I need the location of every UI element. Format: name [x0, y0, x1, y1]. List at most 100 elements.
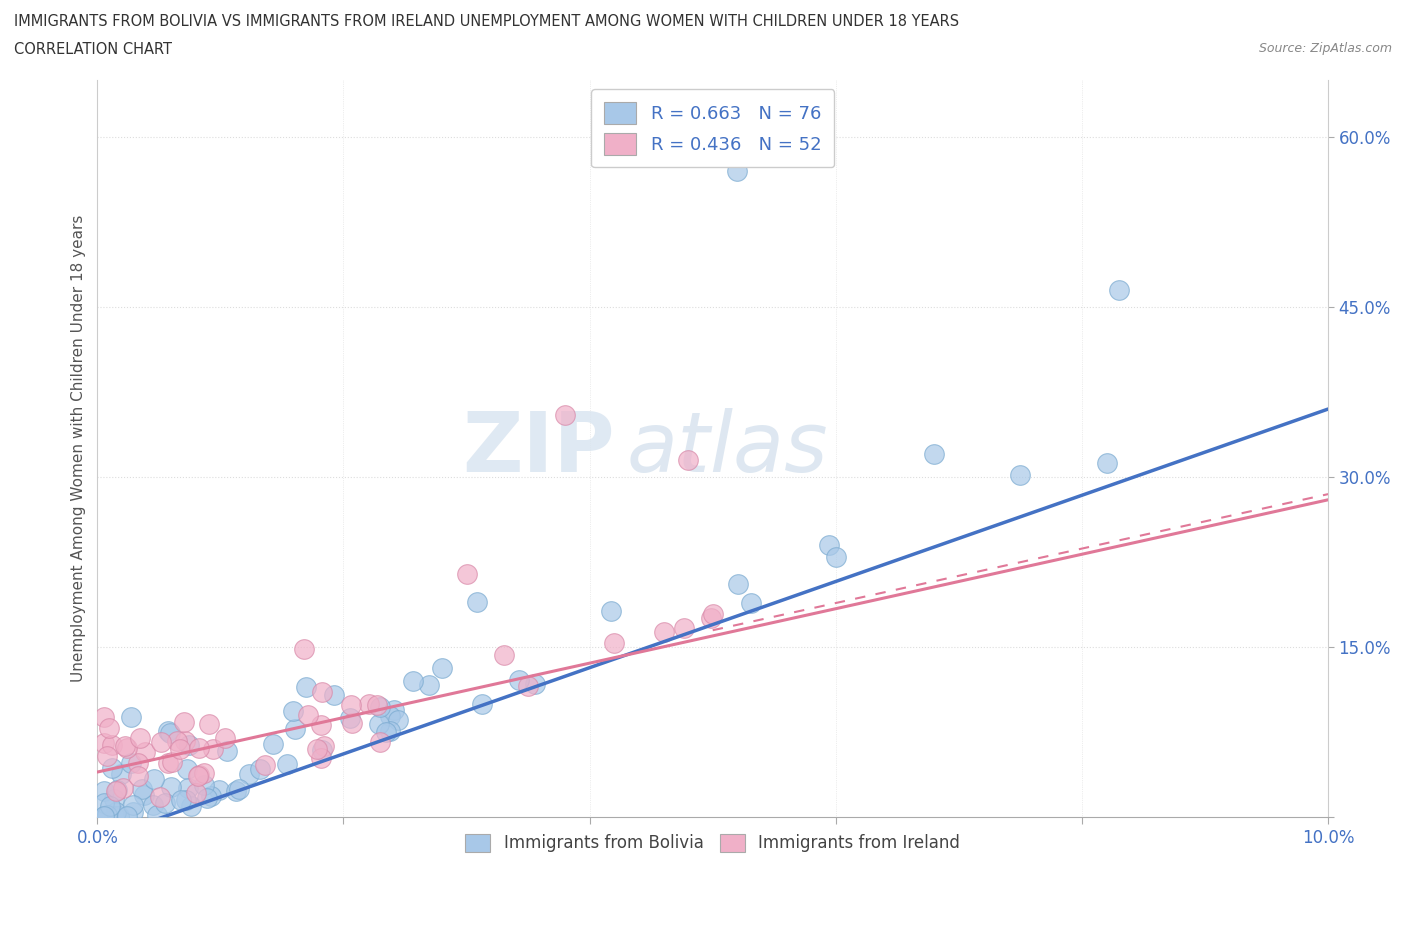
Point	[93, 809, 115, 824]
Point	[727, 577, 749, 591]
Point	[207, 782, 229, 797]
Point	[465, 595, 488, 610]
Point	[198, 717, 221, 732]
Point	[368, 735, 391, 750]
Point	[96, 749, 118, 764]
Point	[284, 722, 307, 737]
Point	[382, 703, 405, 718]
Point	[105, 784, 128, 799]
Point	[127, 768, 149, 783]
Point	[368, 700, 391, 715]
Point	[922, 446, 945, 461]
Point	[418, 677, 440, 692]
Point	[311, 685, 333, 700]
Point	[187, 740, 209, 755]
Point	[297, 708, 319, 723]
Point	[105, 783, 128, 798]
Point	[128, 731, 150, 746]
Point	[340, 716, 363, 731]
Point	[111, 780, 134, 795]
Point	[104, 804, 127, 819]
Point	[387, 713, 409, 728]
Point	[110, 766, 132, 781]
Point	[368, 717, 391, 732]
Point	[322, 687, 344, 702]
Point	[238, 767, 260, 782]
Point	[115, 809, 138, 824]
Point	[311, 717, 333, 732]
Point	[166, 733, 188, 748]
Point	[169, 742, 191, 757]
Point	[228, 782, 250, 797]
Point	[193, 765, 215, 780]
Point	[700, 610, 723, 625]
Y-axis label: Unemployment Among Women with Children Under 18 years: Unemployment Among Women with Children U…	[72, 215, 86, 683]
Point	[702, 607, 724, 622]
Point	[492, 647, 515, 662]
Point	[195, 791, 218, 806]
Point	[340, 698, 363, 712]
Point	[188, 767, 211, 782]
Point	[150, 735, 173, 750]
Point	[193, 777, 215, 792]
Point	[508, 672, 530, 687]
Point	[169, 792, 191, 807]
Point	[131, 782, 153, 797]
Point	[142, 798, 165, 813]
Point	[101, 761, 124, 776]
Point	[180, 799, 202, 814]
Point	[523, 677, 546, 692]
Point	[108, 809, 131, 824]
Point	[143, 772, 166, 787]
Point	[93, 809, 115, 824]
Point	[156, 756, 179, 771]
Text: CORRELATION CHART: CORRELATION CHART	[14, 42, 172, 57]
Text: Source: ZipAtlas.com: Source: ZipAtlas.com	[1258, 42, 1392, 55]
Point	[200, 789, 222, 804]
Point	[96, 807, 118, 822]
Point	[160, 754, 183, 769]
Point	[1010, 467, 1032, 482]
Point	[174, 792, 197, 807]
Point	[311, 743, 333, 758]
Point	[654, 625, 676, 640]
Point	[120, 710, 142, 724]
Point	[725, 164, 748, 179]
Point	[824, 549, 846, 564]
Point	[159, 725, 181, 740]
Point	[295, 679, 318, 694]
Point	[359, 697, 381, 711]
Point	[120, 755, 142, 770]
Point	[201, 741, 224, 756]
Point	[149, 790, 172, 804]
Point	[176, 762, 198, 777]
Point	[432, 661, 454, 676]
Point	[179, 737, 201, 752]
Point	[676, 453, 699, 468]
Point	[157, 724, 180, 738]
Point	[309, 751, 332, 765]
Point	[115, 740, 138, 755]
Point	[98, 798, 121, 813]
Point	[339, 711, 361, 725]
Point	[602, 636, 624, 651]
Point	[740, 595, 762, 610]
Text: atlas: atlas	[627, 408, 828, 489]
Point	[184, 786, 207, 801]
Point	[93, 783, 115, 798]
Point	[305, 741, 328, 756]
Point	[456, 566, 478, 581]
Point	[127, 755, 149, 770]
Point	[818, 538, 841, 552]
Point	[599, 604, 621, 618]
Point	[132, 788, 155, 803]
Point	[98, 721, 121, 736]
Point	[93, 809, 115, 824]
Point	[554, 407, 576, 422]
Point	[93, 736, 115, 751]
Point	[114, 738, 136, 753]
Point	[177, 780, 200, 795]
Point	[374, 724, 396, 739]
Point	[1095, 455, 1118, 470]
Point	[283, 704, 305, 719]
